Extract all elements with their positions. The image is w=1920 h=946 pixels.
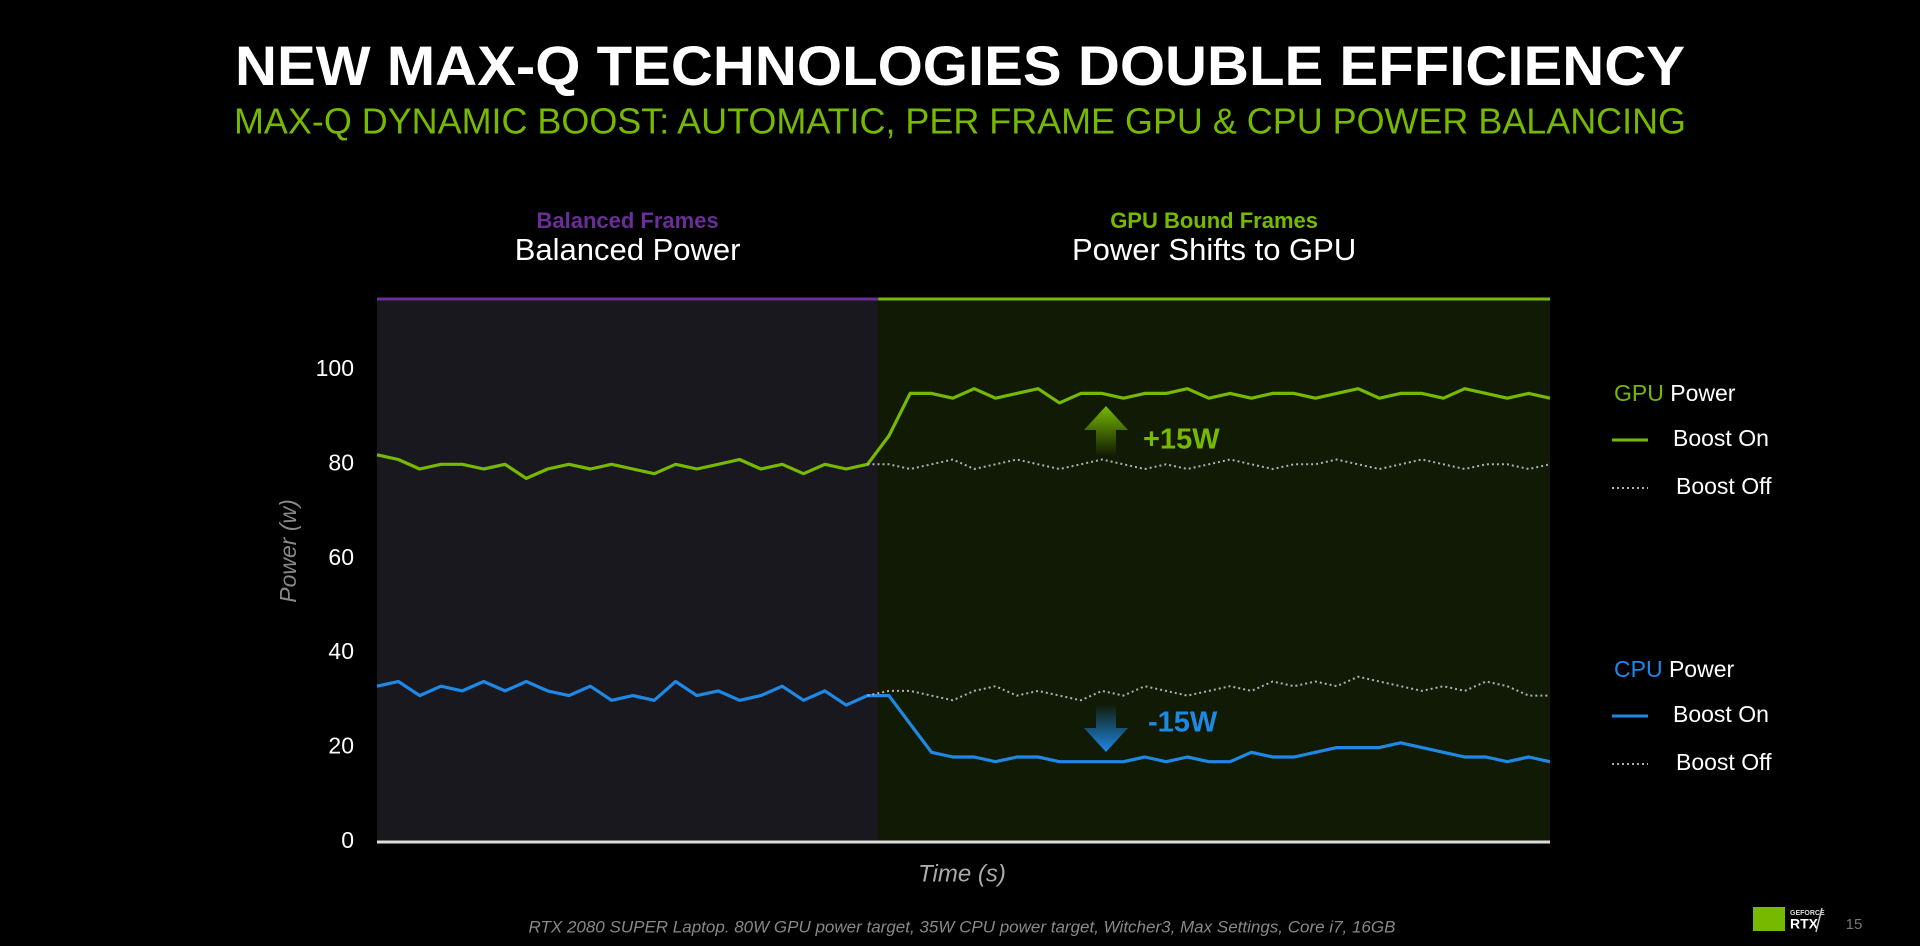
legend-group-name: CPU xyxy=(1614,656,1663,682)
x-axis-label: Time (s) xyxy=(918,860,1006,887)
legend-label: Boost Off xyxy=(1676,749,1772,775)
annotation: -15W xyxy=(1148,707,1218,739)
region-label: Balanced Frames xyxy=(536,208,718,233)
y-tick-label: 40 xyxy=(328,638,354,664)
region-sublabel: Balanced Power xyxy=(515,232,741,267)
logo-product: RTX xyxy=(1790,916,1819,932)
region-sublabel: Power Shifts to GPU xyxy=(1072,232,1356,267)
arrow-down xyxy=(1084,704,1128,752)
series-line xyxy=(376,679,1551,764)
footnote: RTX 2080 SUPER Laptop. 80W GPU power tar… xyxy=(529,917,1396,936)
logo-slash xyxy=(1815,907,1823,933)
y-tick-label: 20 xyxy=(328,733,354,759)
region-label: GPU Bound Frames xyxy=(1110,208,1318,233)
legend-group-title: CPU Power xyxy=(1614,656,1734,682)
legend-label: Boost On xyxy=(1673,701,1769,727)
legend-group-name: GPU xyxy=(1614,380,1664,406)
page-number: 15 xyxy=(1846,916,1863,933)
logo-mark xyxy=(1753,907,1785,931)
y-tick-label: 60 xyxy=(328,544,354,570)
legend-group-suffix: Power xyxy=(1669,656,1735,682)
legend-label: Boost On xyxy=(1673,425,1769,451)
legend-label: Boost Off xyxy=(1676,473,1772,499)
series-line xyxy=(867,675,1550,702)
series-line xyxy=(867,458,1551,470)
y-tick-label: 100 xyxy=(316,355,354,381)
legend-group-title: GPU Power xyxy=(1614,380,1736,406)
title: NEW MAX-Q TECHNOLOGIES DOUBLE EFFICIENCY xyxy=(235,34,1685,97)
y-tick-label: 0 xyxy=(341,827,354,853)
logo-brand: GEFORCE xyxy=(1790,910,1825,917)
subtitle: MAX-Q DYNAMIC BOOST: AUTOMATIC, PER FRAM… xyxy=(234,101,1686,142)
series-line xyxy=(376,387,1551,480)
y-tick-label: 80 xyxy=(328,449,354,475)
legend-group-suffix: Power xyxy=(1670,380,1736,406)
annotation: +15W xyxy=(1143,424,1220,456)
y-axis-label: Power (w) xyxy=(275,499,301,603)
region-background xyxy=(377,299,879,842)
arrow-up xyxy=(1084,406,1128,456)
